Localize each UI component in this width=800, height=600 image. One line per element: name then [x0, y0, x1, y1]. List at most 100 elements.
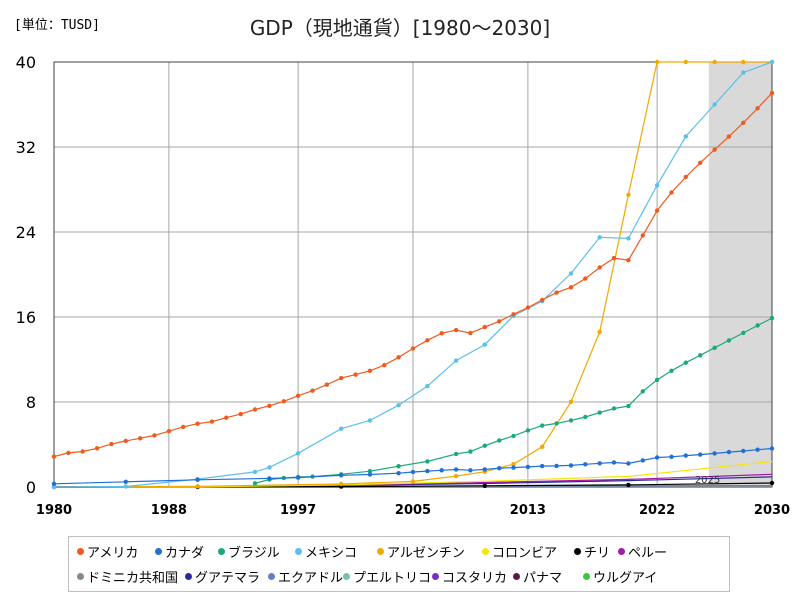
data-point — [482, 483, 487, 488]
data-point — [683, 59, 688, 65]
data-point — [683, 174, 688, 180]
data-point — [396, 464, 401, 469]
data-point — [741, 120, 746, 126]
data-point — [669, 368, 674, 373]
data-point — [726, 449, 732, 455]
data-point — [755, 106, 760, 111]
data-point — [741, 70, 746, 75]
data-point — [597, 329, 602, 335]
data-point — [195, 484, 200, 489]
y-tick-label: 32 — [16, 138, 36, 157]
data-point — [769, 90, 775, 96]
legend-item: ペルー — [618, 542, 667, 561]
data-point — [339, 375, 344, 381]
data-point — [425, 383, 430, 389]
data-point — [597, 265, 602, 270]
data-point — [654, 183, 660, 188]
legend-item: エクアドル — [268, 567, 343, 586]
data-point — [654, 377, 660, 383]
data-point — [367, 469, 373, 474]
x-tick-label: 1980 — [36, 503, 72, 518]
data-point — [51, 484, 57, 490]
data-point — [425, 459, 430, 464]
data-point — [511, 462, 516, 467]
data-point — [511, 433, 516, 439]
data-point — [166, 429, 172, 434]
legend-label: コスタリカ — [442, 571, 508, 586]
legend-item: ブラジル — [218, 542, 280, 561]
data-point — [769, 315, 775, 321]
data-point — [554, 463, 559, 469]
data-point — [152, 433, 157, 438]
forecast-region — [708, 62, 772, 487]
data-point — [252, 407, 258, 412]
data-point — [583, 276, 588, 281]
legend-item: メキシコ — [295, 542, 357, 561]
data-point — [339, 473, 344, 478]
data-point — [654, 59, 660, 65]
data-point — [741, 448, 746, 454]
data-point — [611, 255, 617, 261]
data-point — [611, 406, 617, 411]
forecast-label: 2025 — [695, 475, 720, 486]
data-point — [367, 418, 373, 423]
data-point — [439, 331, 444, 336]
data-point — [626, 461, 631, 466]
legend-item: アメリカ — [77, 542, 138, 561]
data-point — [755, 447, 760, 452]
legend-label: アメリカ — [87, 546, 139, 561]
legend-label: ペルー — [628, 546, 668, 561]
unit-label: [単位：TUSD] — [14, 18, 100, 33]
data-point — [626, 403, 631, 409]
data-point — [410, 469, 416, 475]
y-tick-label: 40 — [16, 53, 36, 72]
y-tick-label: 8 — [26, 393, 36, 412]
data-point — [410, 479, 416, 484]
legend-marker — [618, 548, 625, 555]
data-point — [712, 59, 717, 65]
legend-marker — [295, 548, 302, 555]
legend-marker — [343, 573, 350, 580]
data-point — [497, 319, 502, 324]
legend-item: チリ — [574, 542, 610, 561]
data-point — [583, 462, 588, 467]
data-point — [238, 411, 243, 417]
data-point — [497, 438, 502, 443]
data-point — [453, 467, 459, 472]
data-point — [741, 59, 746, 65]
legend-item: コロンビア — [482, 542, 557, 561]
data-point — [583, 414, 588, 420]
data-point — [626, 192, 631, 197]
data-point — [123, 484, 128, 489]
legend-marker — [482, 548, 489, 555]
legend-item: グアテマラ — [185, 567, 260, 586]
y-tick-label: 16 — [16, 308, 36, 327]
data-point — [94, 446, 100, 451]
data-point — [224, 415, 229, 420]
data-point — [453, 451, 459, 457]
legend-label: ブラジル — [228, 546, 280, 561]
legend-label: コロンビア — [492, 546, 558, 561]
legend-marker — [377, 548, 384, 555]
data-point — [339, 426, 344, 431]
data-point — [698, 353, 703, 358]
gdp-line-chart: 0 8 16 24 32 40 1980 1988 1997 2005 2013 2022 2030 20… — [16, 53, 790, 518]
data-point — [382, 363, 387, 368]
x-tick-label: 2022 — [639, 503, 675, 518]
data-point — [540, 463, 545, 469]
legend-label: メキシコ — [305, 546, 358, 561]
data-point — [568, 418, 574, 423]
legend-label: ウルグアイ — [593, 571, 658, 586]
data-point — [267, 403, 272, 408]
data-point — [252, 469, 258, 475]
data-point — [640, 389, 645, 394]
data-point — [626, 482, 631, 488]
data-point — [654, 208, 660, 213]
legend-marker — [77, 548, 84, 555]
x-tick-label: 1988 — [151, 503, 187, 518]
data-point — [726, 338, 732, 343]
data-point — [453, 358, 459, 363]
data-point — [755, 323, 760, 328]
data-point — [425, 338, 430, 343]
data-point — [367, 368, 373, 373]
